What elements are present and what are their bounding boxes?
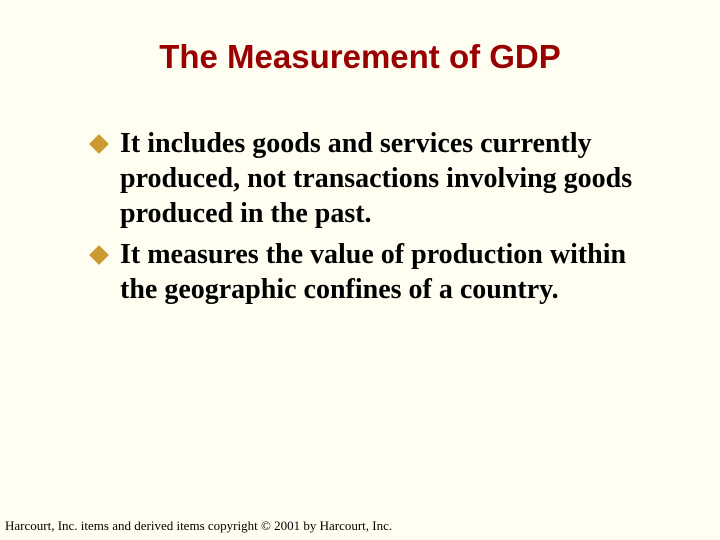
- copyright-footer: Harcourt, Inc. items and derived items c…: [5, 518, 392, 534]
- bullet-list: It includes goods and services currently…: [50, 126, 670, 307]
- slide-title: The Measurement of GDP: [50, 38, 670, 76]
- bullet-item: It measures the value of production with…: [92, 237, 640, 307]
- bullet-text: It measures the value of production with…: [120, 239, 626, 305]
- bullet-text: It includes goods and services currently…: [120, 128, 632, 229]
- diamond-bullet-icon: [89, 245, 109, 265]
- slide-container: The Measurement of GDP It includes goods…: [0, 0, 720, 540]
- bullet-item: It includes goods and services currently…: [92, 126, 640, 231]
- diamond-bullet-icon: [89, 134, 109, 154]
